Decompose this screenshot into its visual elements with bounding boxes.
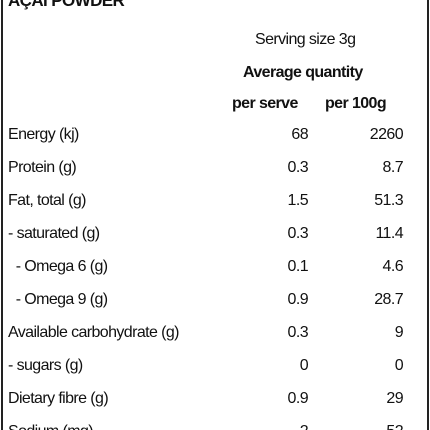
per-100g: 51.3 [374,192,403,209]
row-label: Available carbohydrate (g) [8,324,179,341]
per-100g: 28.7 [374,291,403,308]
row-label: Sodium (mg) [8,422,94,430]
per-100g: 9 [394,324,404,341]
per-serve: 1.5 [287,192,309,209]
row-label: Energy (kj) [8,126,79,143]
per-100g: 11.4 [375,225,403,242]
per-serve: 2 [220,422,309,430]
per-100g: 8.7 [382,159,404,176]
column-header: per 100g [325,95,387,112]
per-serve: 0.9 [287,291,309,308]
per-serve: 0.3 [287,225,309,242]
row-label: - sugars (g) [8,357,83,374]
per-serve: 0 [299,357,309,374]
row-label: Protein (g) [8,159,77,176]
border-right [427,0,429,430]
row-label: Fat, total (g) [8,192,86,209]
title: AÇAI POWDER [8,0,125,10]
row-label: - Omega 6 (g) [8,258,108,275]
per-100g: 29 [386,390,403,407]
row-label: - Omega 9 (g) [8,291,108,308]
row-label: Dietary fibre (g) [8,390,109,407]
border-left [1,0,3,430]
per-100g: 0 [394,357,404,374]
per-serve: 0.9 [287,390,309,407]
per-100g: 2260 [369,126,404,143]
serving-size: Serving size 3g [255,31,356,48]
per-serve: 0.3 [287,324,309,341]
column-header: per serve [232,95,298,112]
per-serve: 0.1 [287,258,309,275]
per-serve: 0.3 [287,159,309,176]
per-100g: 52 [320,422,403,430]
row-label: - saturated (g) [8,225,100,242]
average-quantity: Average quantity [243,64,363,81]
per-100g: 4.6 [382,258,404,275]
per-serve: 68 [291,126,308,143]
